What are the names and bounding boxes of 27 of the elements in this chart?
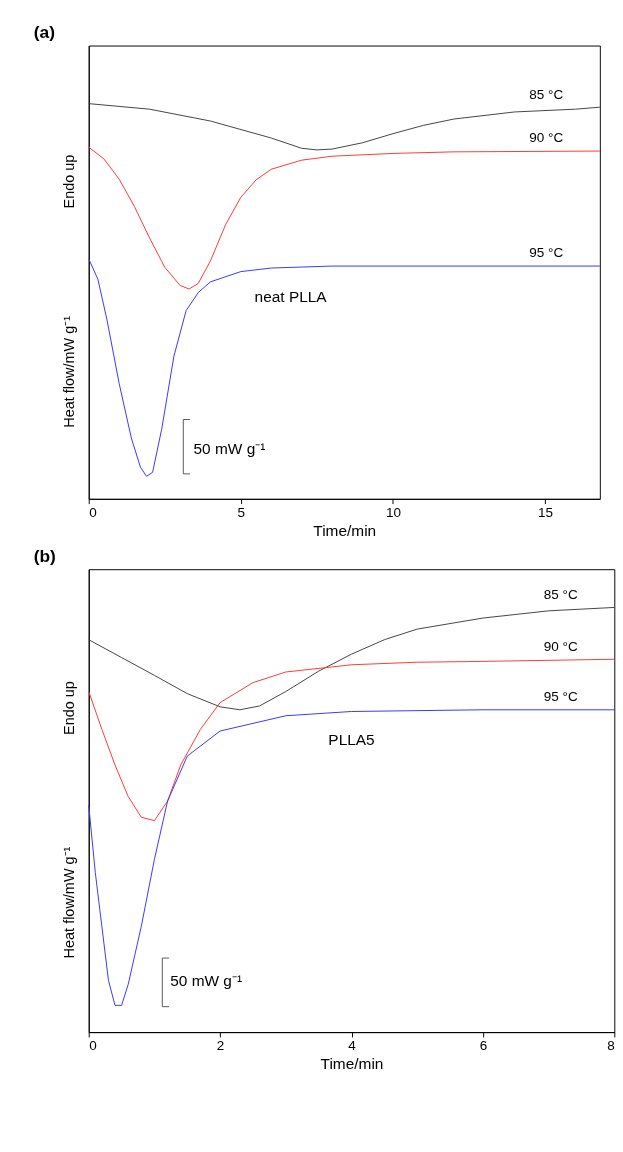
x-tick-label: 15 [538,504,554,520]
series-label: 85 °C [543,586,578,602]
chart-title: (a) [33,21,55,42]
series-label: 90 °C [543,638,578,654]
chart-title: (b) [33,545,56,566]
text: Endo up [61,154,78,209]
series-label: 95 °C [543,689,578,705]
x-tick-label: 4 [348,1037,357,1053]
x-tick-label: 6 [479,1037,488,1053]
annotation: 50 mW g⁻¹ [193,439,266,457]
x-tick-label: 0 [89,1037,97,1053]
x-tick-label: 5 [237,504,246,520]
series-label: 95 °C [529,245,564,261]
text: Endo up [61,681,78,736]
annotation: 50 mW g⁻¹ [170,972,243,990]
x-tick-label: 10 [385,504,401,520]
y-axis-title: Heat flow/mW g⁻¹ [61,846,78,959]
y-axis-title: Heat flow/mW g⁻¹ [61,315,78,428]
x-axis-title: Time/min [313,521,377,539]
annotation: PLLA5 [328,731,375,749]
annotation: neat PLLA [254,287,328,305]
x-tick-label: 2 [216,1037,225,1053]
x-tick-label: 8 [607,1037,615,1053]
x-axis-title: Time/min [320,1055,384,1073]
series-label: 90 °C [529,130,564,146]
x-tick-label: 0 [89,504,97,520]
series-label: 85 °C [529,86,564,102]
